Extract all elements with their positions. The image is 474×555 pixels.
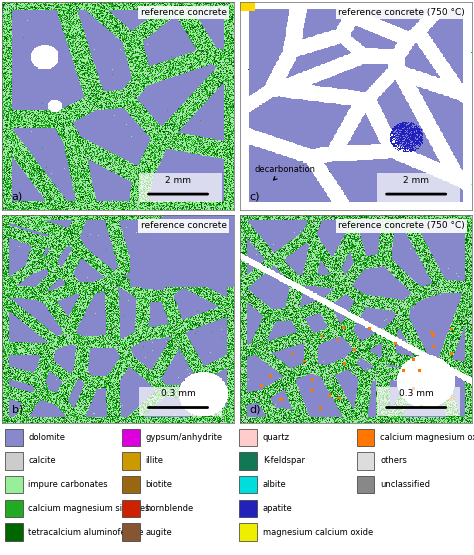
Bar: [356, 452, 374, 470]
Text: calcite: calcite: [28, 456, 56, 466]
Text: 0.3 mm: 0.3 mm: [161, 389, 195, 398]
Bar: [139, 387, 222, 416]
Bar: [239, 500, 257, 517]
Text: reference concrete: reference concrete: [141, 221, 227, 230]
Text: gypsum/anhydrite: gypsum/anhydrite: [146, 433, 223, 442]
Text: reference concrete (750 °C): reference concrete (750 °C): [338, 221, 465, 230]
Text: albite: albite: [263, 480, 287, 489]
Bar: [5, 452, 23, 470]
Text: biotite: biotite: [146, 480, 173, 489]
Text: reference concrete: reference concrete: [141, 8, 227, 17]
Bar: [122, 523, 140, 541]
Bar: [377, 387, 460, 416]
Text: magnesium calcium oxide: magnesium calcium oxide: [263, 528, 373, 537]
Text: others: others: [380, 456, 407, 466]
Text: decarbonation: decarbonation: [255, 165, 315, 180]
Text: 0.3 mm: 0.3 mm: [399, 389, 434, 398]
Bar: [139, 173, 222, 203]
Text: d): d): [250, 405, 261, 415]
Bar: [239, 428, 257, 446]
Text: c): c): [250, 191, 260, 201]
Text: 2 mm: 2 mm: [403, 176, 429, 185]
Text: tetracalcium aluminoferrite: tetracalcium aluminoferrite: [28, 528, 144, 537]
Bar: [239, 452, 257, 470]
Text: impure carbonates: impure carbonates: [28, 480, 108, 489]
Bar: [5, 500, 23, 517]
Bar: [356, 428, 374, 446]
Bar: [5, 523, 23, 541]
Bar: [5, 476, 23, 493]
Bar: [122, 476, 140, 493]
Text: a): a): [12, 191, 23, 201]
Bar: [122, 428, 140, 446]
Text: hornblende: hornblende: [146, 504, 194, 513]
Text: 2 mm: 2 mm: [165, 176, 191, 185]
Text: calcium magnesium silicates: calcium magnesium silicates: [28, 504, 150, 513]
Bar: [122, 452, 140, 470]
Text: K-feldspar: K-feldspar: [263, 456, 305, 466]
Text: augite: augite: [146, 528, 172, 537]
Text: quartz: quartz: [263, 433, 290, 442]
Bar: [239, 523, 257, 541]
Text: illite: illite: [146, 456, 164, 466]
Text: reference concrete (750 °C): reference concrete (750 °C): [338, 8, 465, 17]
Text: calcium magnesium oxide: calcium magnesium oxide: [380, 433, 474, 442]
Bar: [122, 500, 140, 517]
Bar: [5, 428, 23, 446]
Bar: [239, 476, 257, 493]
Bar: [356, 476, 374, 493]
Text: b): b): [12, 405, 23, 415]
Text: unclassified: unclassified: [380, 480, 430, 489]
Bar: [377, 173, 460, 203]
Text: dolomite: dolomite: [28, 433, 65, 442]
Text: apatite: apatite: [263, 504, 292, 513]
